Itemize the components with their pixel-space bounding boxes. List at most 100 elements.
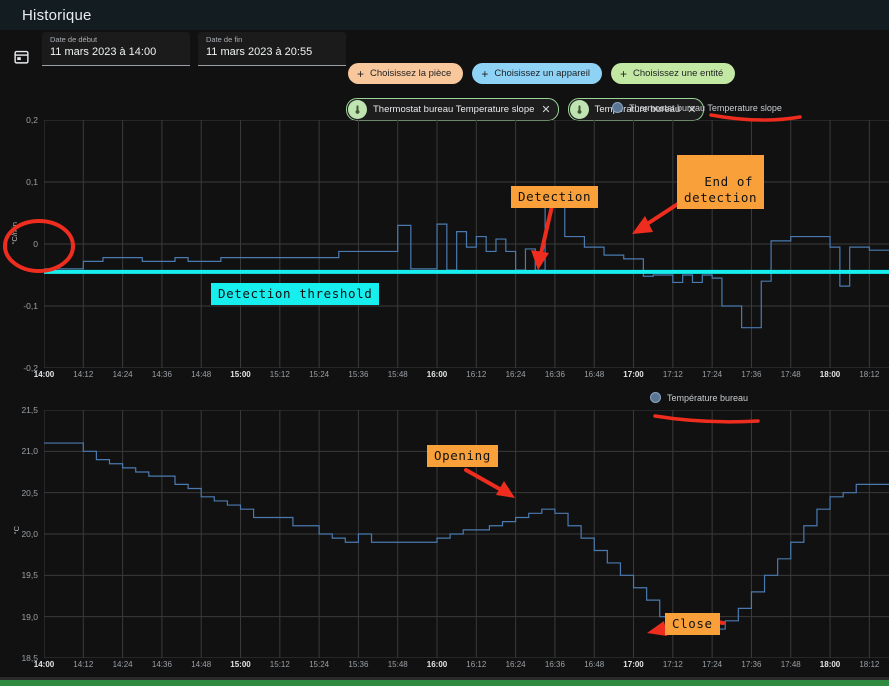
plot-area-slope[interactable]	[0, 119, 889, 369]
entity-chip-thermostat-slope[interactable]: Thermostat bureau Temperature slope ✕	[346, 98, 559, 121]
x-tick-label: 15:00	[230, 370, 251, 379]
x-tick-label: 16:36	[544, 370, 565, 379]
date-range-picker: Date de début 11 mars 2023 à 14:00 Date …	[8, 32, 346, 76]
x-tick-label: 17:48	[780, 370, 801, 379]
x-tick-label: 15:36	[348, 370, 369, 379]
x-tick-label: 16:36	[544, 660, 565, 669]
end-date-label: Date de fin	[206, 35, 243, 44]
plus-icon: +	[357, 66, 365, 81]
y-tick-label: 0	[33, 239, 38, 249]
choose-room-label: Choisissez la pièce	[370, 68, 452, 79]
x-tick-label: 14:48	[191, 660, 212, 669]
legend-color-dot	[612, 102, 623, 113]
x-tick-label: 17:12	[662, 660, 683, 669]
y-tick-label: -0,1	[23, 301, 38, 311]
temperature-series-svg	[43, 409, 889, 659]
x-tick-label: 17:24	[702, 660, 723, 669]
x-tick-label: 14:24	[112, 660, 133, 669]
x-axis-labels-temperature: 14:00 14:12 14:24 14:36 14:48 15:00 15:12 15:24…	[34, 660, 889, 674]
close-icon[interactable]: ✕	[541, 104, 551, 116]
entity-chip-label: Thermostat bureau Temperature slope	[373, 104, 535, 115]
plot-area-temperature[interactable]	[43, 409, 889, 659]
chart-legend-temperature[interactable]: Température bureau	[650, 392, 748, 403]
temperature-chart: Température bureau 21,5 21,0 20,5 20,0 19,5 1…	[0, 388, 889, 678]
x-tick-label: 16:48	[584, 370, 605, 379]
y-tick-label: 20,5	[21, 487, 38, 498]
x-tick-label: 14:00	[33, 370, 55, 379]
y-tick-label: 19,0	[21, 611, 38, 622]
x-tick-label: 16:48	[584, 660, 605, 669]
x-tick-label: 14:00	[33, 660, 55, 669]
choose-room-chip[interactable]: + Choisissez la pièce	[348, 63, 464, 84]
x-tick-label: 14:12	[73, 370, 94, 379]
picker-chip-row: + Choisissez la pièce + Choisissez un ap…	[348, 63, 736, 84]
x-tick-label: 15:48	[387, 370, 408, 379]
x-tick-label: 14:36	[151, 370, 172, 379]
chart-legend-slope[interactable]: Thermostat bureau Temperature slope	[612, 102, 782, 113]
plus-icon: +	[481, 66, 489, 81]
app-header: Historique	[0, 0, 889, 30]
start-date-field[interactable]: Date de début 11 mars 2023 à 14:00	[42, 32, 190, 66]
y-tick-label: 21,5	[21, 405, 38, 415]
status-bar	[0, 680, 889, 686]
choose-device-label: Choisissez un appareil	[494, 68, 590, 79]
legend-color-dot	[650, 392, 661, 403]
start-date-label: Date de début	[50, 35, 98, 44]
y-axis-unit-temperature: °C	[12, 526, 21, 535]
y-tick-label: 21,0	[21, 446, 38, 457]
x-tick-label: 18:00	[819, 660, 841, 669]
entity-chip-temperature[interactable]: Température bureau ✕	[567, 98, 705, 121]
choose-entity-label: Choisissez une entité	[632, 68, 724, 79]
x-tick-label: 14:12	[73, 660, 94, 669]
start-date-value: 11 mars 2023 à 14:00	[50, 46, 157, 58]
annotation-close: Close	[665, 613, 720, 635]
end-date-value: 11 mars 2023 à 20:55	[206, 46, 313, 58]
x-tick-label: 15:24	[309, 370, 330, 379]
y-axis-labels-temperature: 21,5 21,0 20,5 20,0 19,5 19,0 18,5	[0, 405, 42, 663]
horizontal-scrollbar[interactable]	[0, 677, 889, 680]
slope-series-svg	[0, 119, 889, 369]
choose-device-chip[interactable]: + Choisissez un appareil	[472, 63, 602, 84]
x-tick-label: 16:00	[426, 370, 448, 379]
calendar-icon[interactable]	[8, 36, 34, 76]
x-tick-label: 18:12	[859, 370, 880, 379]
x-tick-label: 18:12	[859, 660, 880, 669]
end-date-field[interactable]: Date de fin 11 mars 2023 à 20:55	[198, 32, 346, 66]
thermostat-icon	[348, 100, 367, 119]
x-tick-label: 16:12	[466, 370, 487, 379]
x-tick-label: 15:00	[230, 660, 251, 669]
thermometer-icon	[569, 100, 589, 119]
annotation-detection-threshold: Detection threshold	[211, 283, 380, 305]
x-tick-label: 17:12	[662, 370, 683, 379]
choose-entity-chip[interactable]: + Choisissez une entité	[610, 63, 736, 84]
x-tick-label: 14:36	[151, 660, 172, 669]
x-tick-label: 15:12	[269, 370, 290, 379]
x-tick-label: 16:24	[505, 660, 526, 669]
close-icon[interactable]: ✕	[687, 104, 697, 116]
x-tick-label: 15:12	[269, 660, 290, 669]
annotation-opening: Opening	[427, 445, 498, 467]
x-tick-label: 16:00	[426, 660, 448, 669]
x-tick-label: 16:12	[466, 660, 487, 669]
annotation-end-of-detection-text: End of detection	[684, 174, 758, 205]
annotation-detection: Detection	[511, 186, 599, 208]
x-tick-label: 17:36	[741, 660, 762, 669]
x-tick-label: 14:48	[191, 370, 212, 379]
legend-label: Température bureau	[667, 392, 749, 403]
y-tick-label: 0,2	[26, 115, 38, 125]
slope-chart: Thermostat bureau Temperature slope 0,2 0…	[0, 98, 889, 388]
x-tick-label: 17:00	[623, 660, 644, 669]
y-tick-label: 0,1	[26, 177, 38, 187]
plus-icon: +	[619, 66, 627, 81]
x-tick-label: 14:24	[112, 370, 133, 379]
x-tick-label: 17:00	[623, 370, 644, 379]
x-tick-label: 15:24	[309, 660, 330, 669]
x-tick-label: 16:24	[505, 370, 526, 379]
y-axis-labels-slope: 0,2 0,1 0 -0,1 -0,2	[0, 115, 42, 373]
x-tick-label: 18:00	[819, 370, 841, 379]
y-tick-label: -0,2	[23, 363, 38, 373]
x-tick-label: 17:48	[780, 660, 801, 669]
y-tick-label: 18,5	[21, 653, 38, 663]
y-axis-unit-slope: °C/min	[10, 222, 19, 245]
annotation-end-of-detection: End of detection	[677, 155, 765, 209]
